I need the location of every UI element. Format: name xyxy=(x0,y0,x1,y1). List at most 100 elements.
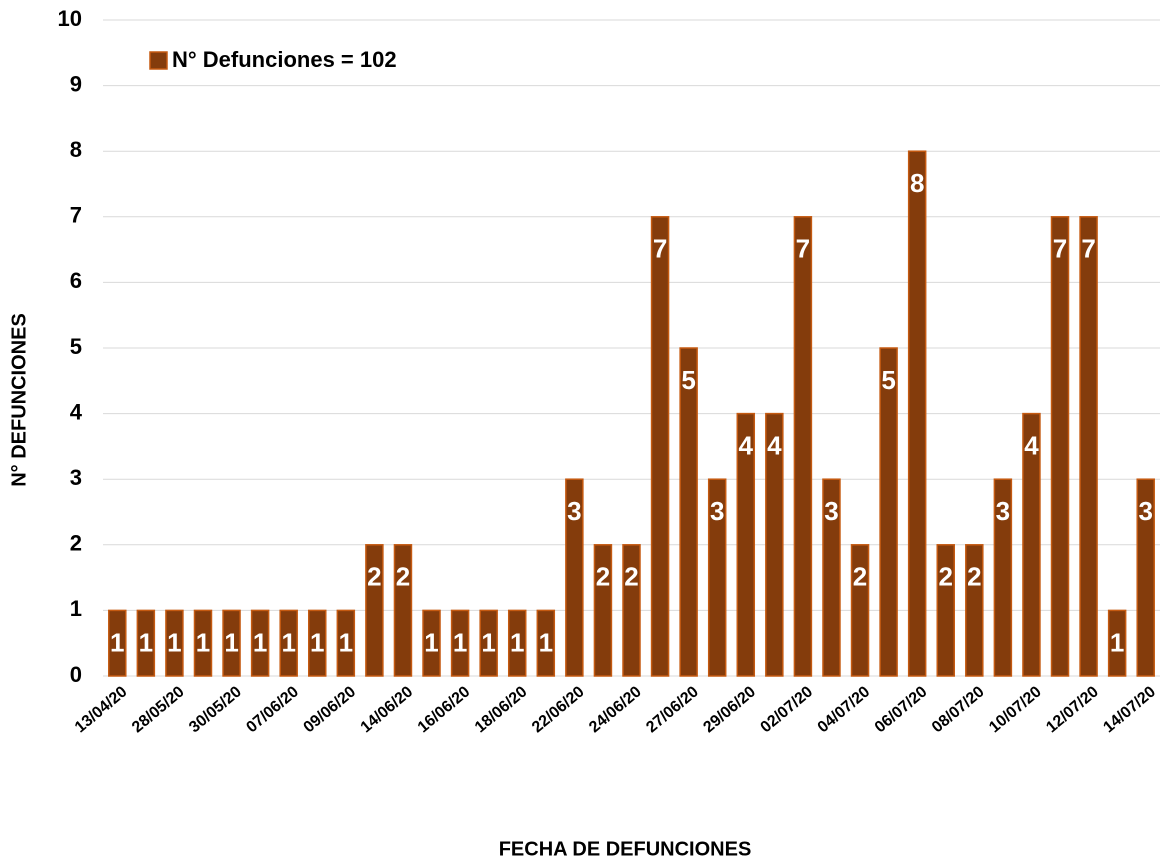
bar xyxy=(536,609,556,677)
data-label: 1 xyxy=(196,627,210,657)
legend-swatch xyxy=(149,51,168,70)
data-label: 4 xyxy=(739,430,754,460)
data-label: 1 xyxy=(224,627,238,657)
data-label: 1 xyxy=(510,627,524,657)
y-tick-label: 10 xyxy=(58,6,82,31)
bar xyxy=(165,609,184,677)
x-tick-label: 10/07/20 xyxy=(986,683,1045,736)
data-label: 2 xyxy=(967,562,981,592)
data-label: 1 xyxy=(424,627,438,657)
data-label: 1 xyxy=(139,627,153,657)
x-tick-label: 07/06/20 xyxy=(243,683,302,736)
data-label: 8 xyxy=(910,168,924,198)
bar xyxy=(1107,609,1127,677)
bar xyxy=(393,544,413,677)
bar xyxy=(965,544,984,677)
x-tick-label: 27/06/20 xyxy=(643,683,702,736)
x-tick-label: 08/07/20 xyxy=(929,683,988,736)
bar xyxy=(707,478,727,677)
y-tick-label: 7 xyxy=(70,203,82,228)
data-label: 1 xyxy=(253,627,267,657)
x-tick-label: 04/07/20 xyxy=(815,683,874,736)
x-tick-label: 16/06/20 xyxy=(415,683,474,736)
x-tick-label: 14/06/20 xyxy=(358,683,417,736)
bar xyxy=(136,609,156,677)
bar xyxy=(593,544,613,677)
bar xyxy=(479,609,498,677)
legend-label: N° Defunciones = 102 xyxy=(172,47,397,72)
y-tick-label: 1 xyxy=(70,596,82,621)
x-tick-label: 09/06/20 xyxy=(300,683,359,736)
bar xyxy=(993,478,1013,677)
bar xyxy=(1050,216,1070,677)
data-label: 1 xyxy=(481,627,495,657)
x-tick-label: 14/07/20 xyxy=(1100,683,1159,736)
data-label: 1 xyxy=(453,627,467,657)
bar xyxy=(907,150,927,677)
x-tick-label: 22/06/20 xyxy=(529,683,588,736)
bar xyxy=(1022,412,1041,677)
data-label: 2 xyxy=(596,562,610,592)
bar xyxy=(765,412,784,677)
x-tick-label: 18/06/20 xyxy=(472,683,531,736)
x-tick-label: 29/06/20 xyxy=(700,683,759,736)
bar xyxy=(736,412,756,677)
y-tick-label: 5 xyxy=(70,334,82,359)
x-tick-label: 24/06/20 xyxy=(586,683,645,736)
data-label: 3 xyxy=(996,496,1010,526)
bar xyxy=(250,609,270,677)
y-axis-label: N° DEFUNCIONES xyxy=(8,313,30,487)
bar xyxy=(193,609,213,677)
x-tick-label: 02/07/20 xyxy=(758,683,817,736)
bar xyxy=(1136,478,1155,677)
data-label: 7 xyxy=(1081,234,1095,264)
bar xyxy=(850,544,870,677)
data-label: 1 xyxy=(310,627,324,657)
data-label: 4 xyxy=(767,430,782,460)
data-label: 1 xyxy=(339,627,353,657)
bar xyxy=(565,478,584,677)
data-label: 5 xyxy=(681,365,695,395)
bar xyxy=(422,609,441,677)
y-tick-label: 3 xyxy=(70,465,82,490)
data-label: 3 xyxy=(567,496,581,526)
data-label: 1 xyxy=(539,627,553,657)
data-label: 1 xyxy=(281,627,295,657)
bar xyxy=(622,544,641,677)
data-label: 7 xyxy=(796,234,810,264)
x-tick-label: 12/07/20 xyxy=(1043,683,1102,736)
bar xyxy=(936,544,955,677)
x-tick-label: 06/07/20 xyxy=(872,683,931,736)
bar xyxy=(507,609,527,677)
y-tick-label: 9 xyxy=(70,71,82,96)
data-label: 2 xyxy=(939,562,953,592)
data-label: 2 xyxy=(624,562,638,592)
bar xyxy=(679,347,698,677)
bar xyxy=(450,609,470,677)
bar xyxy=(308,609,327,677)
bar xyxy=(108,609,127,677)
bar xyxy=(822,478,841,677)
data-label: 5 xyxy=(881,365,895,395)
data-label: 3 xyxy=(824,496,838,526)
y-tick-label: 4 xyxy=(70,399,83,424)
data-label: 2 xyxy=(367,562,381,592)
data-label: 3 xyxy=(710,496,724,526)
data-label: 1 xyxy=(110,627,124,657)
data-label: 1 xyxy=(1110,627,1124,657)
x-tick-label: 13/04/20 xyxy=(72,683,131,736)
data-label: 1 xyxy=(167,627,181,657)
bar xyxy=(365,544,384,677)
bar xyxy=(222,609,241,677)
y-tick-label: 0 xyxy=(70,662,82,687)
data-label: 4 xyxy=(1024,430,1039,460)
bar xyxy=(793,216,813,677)
y-tick-label: 6 xyxy=(70,268,82,293)
data-label: 2 xyxy=(853,562,867,592)
bar xyxy=(879,347,898,677)
data-label: 2 xyxy=(396,562,410,592)
bar xyxy=(650,216,670,677)
x-tick-label: 30/05/20 xyxy=(186,683,245,736)
x-axis-label: FECHA DE DEFUNCIONES xyxy=(499,838,752,860)
